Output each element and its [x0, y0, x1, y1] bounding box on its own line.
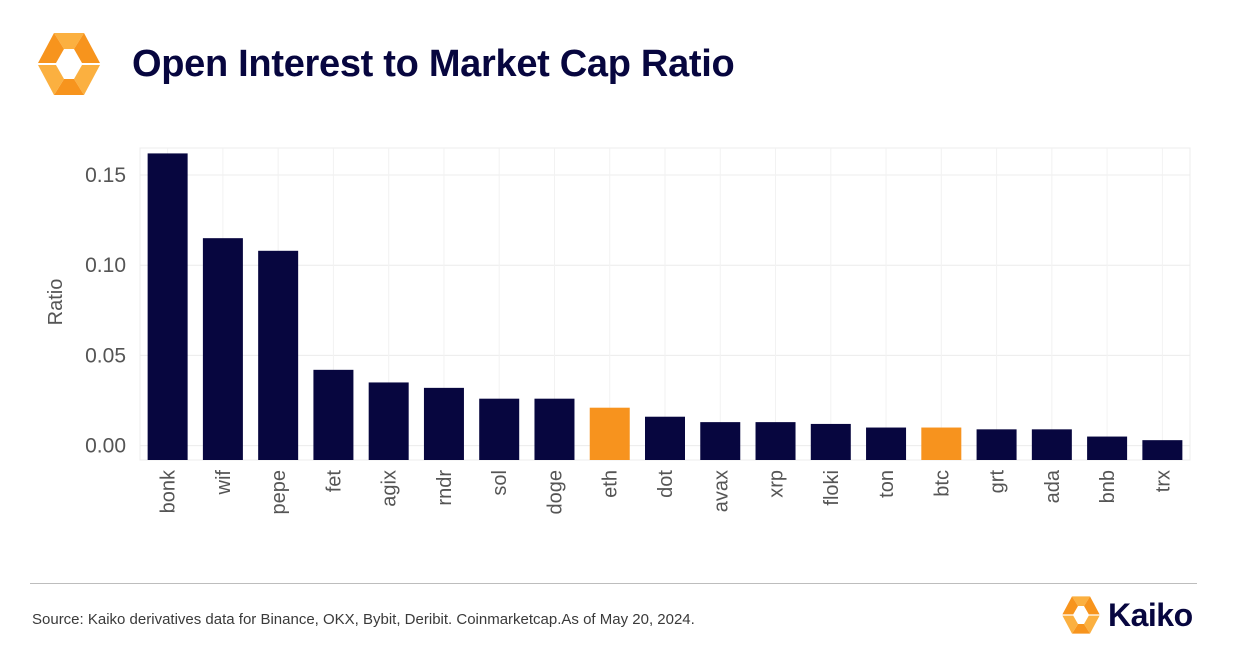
x-tick-labels: bonk wif pepe fet agix rndr sol doge eth dot avax x… [158, 469, 1175, 514]
bar-grt [976, 429, 1017, 460]
x-tick-label-floki: floki [821, 470, 843, 506]
x-tick-label-agix: agix [379, 470, 401, 507]
brand-name: Kaiko [1108, 596, 1193, 633]
x-tick-label-btc: btc [931, 470, 953, 497]
y-axis-label: Ratio [45, 279, 67, 326]
bar-trx [1142, 440, 1183, 460]
x-tick-label-sol: sol [489, 470, 511, 496]
bar-bnb [1087, 436, 1128, 460]
bar-eth [589, 407, 630, 460]
x-tick-label-wif: wif [213, 470, 235, 496]
footer-divider [30, 583, 1197, 584]
y-tick-labels: 0.15 0.10 0.05 0.00 [85, 164, 126, 458]
x-tick-label-doge: doge [544, 470, 566, 515]
x-tick-label-rndr: rndr [434, 470, 456, 506]
x-tick-label-avax: avax [710, 470, 732, 512]
bar-sol [479, 398, 520, 460]
footer-brand: Kaiko [1060, 594, 1193, 636]
x-tick-label-bonk: bonk [158, 469, 180, 513]
y-tick-label: 0.15 [85, 164, 126, 187]
x-tick-label-ada: ada [1042, 469, 1064, 503]
x-tick-label-pepe: pepe [268, 470, 290, 515]
y-tick-label: 0.00 [85, 435, 126, 458]
y-tick-label: 0.05 [85, 344, 126, 367]
x-tick-label-fet: fet [323, 470, 345, 493]
page-title: Open Interest to Market Cap Ratio [132, 42, 735, 85]
bar-ada [1031, 429, 1072, 460]
bar-wif [202, 238, 243, 460]
bar-layer [147, 153, 1183, 460]
x-tick-label-eth: eth [600, 470, 622, 498]
bar-bonk [147, 153, 188, 460]
kaiko-logo-icon [38, 33, 100, 95]
bar-pepe [258, 250, 299, 460]
y-tick-label: 0.10 [85, 254, 126, 277]
bar-ton [866, 427, 907, 460]
x-tick-label-grt: grt [987, 470, 1009, 494]
bar-fet [313, 369, 354, 460]
bar-xrp [755, 422, 796, 460]
x-tick-label-ton: ton [876, 470, 898, 498]
bar-rndr [423, 387, 464, 460]
x-tick-label-trx: trx [1152, 470, 1174, 492]
bar-agix [368, 382, 409, 460]
kaiko-logo-icon [1062, 596, 1100, 634]
bar-avax [700, 422, 741, 460]
x-tick-label-dot: dot [655, 470, 677, 498]
x-tick-label-xrp: xrp [766, 470, 788, 498]
bar-dot [645, 416, 685, 460]
source-note: Source: Kaiko derivatives data for Binan… [32, 611, 695, 628]
x-tick-label-bnb: bnb [1097, 470, 1119, 503]
bar-btc [921, 427, 962, 460]
bar-floki [810, 423, 851, 460]
bar-doge [534, 398, 575, 460]
header: Open Interest to Market Cap Ratio [34, 28, 735, 100]
bar-chart: 0.15 0.10 0.05 0.00 bonk wif pepe fet agix rndr s… [45, 147, 1191, 515]
